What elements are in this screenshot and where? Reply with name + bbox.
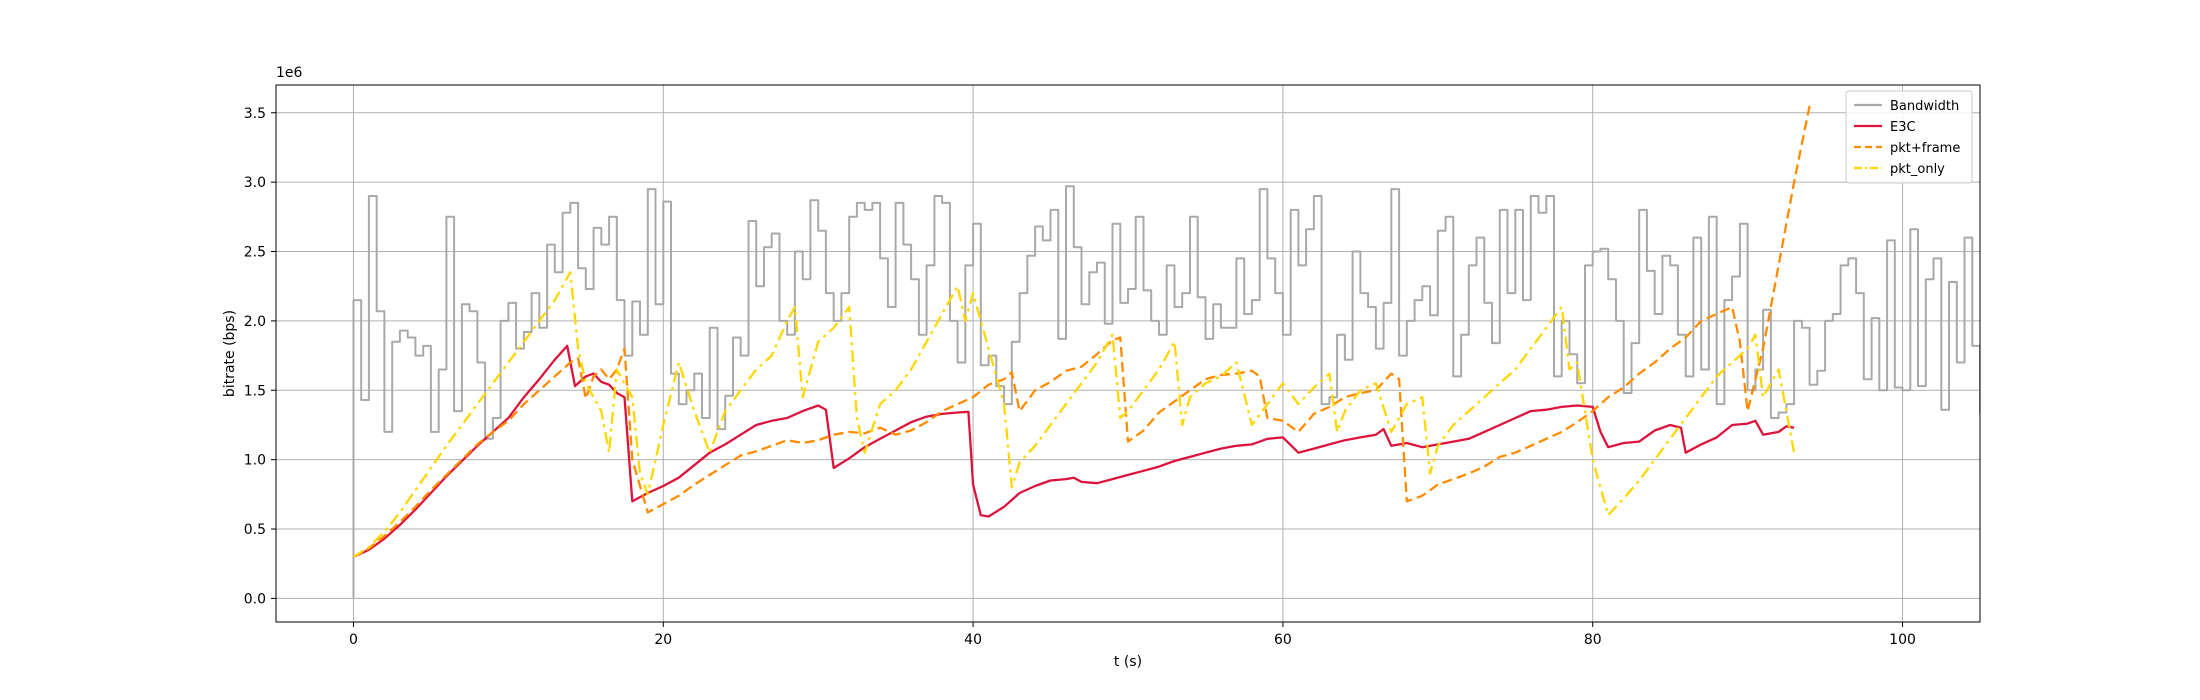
axis-ticks: 0 20 40 60 80 100 0.0 0.5 1.0 1.5 2.0 2.5 3.0 3.5 xyxy=(244,106,1916,648)
legend-label: E3C xyxy=(1890,120,1916,135)
x-tick-label: 40 xyxy=(964,632,982,648)
y-tick-label: 2.5 xyxy=(244,245,266,261)
x-tick-label: 60 xyxy=(1274,632,1292,648)
legend-label: pkt+frame xyxy=(1890,141,1960,156)
x-tick-label: 0 xyxy=(349,632,358,648)
y-tick-label: 0.0 xyxy=(244,591,266,607)
x-axis-label: t (s) xyxy=(1114,654,1142,670)
series-line-e3c xyxy=(353,344,1795,558)
legend-label: Bandwidth xyxy=(1890,99,1959,114)
y-tick-label: 2.0 xyxy=(244,314,266,330)
x-tick-label: 20 xyxy=(654,632,672,648)
y-offset-label: 1e6 xyxy=(276,65,303,81)
series-layer xyxy=(352,105,1980,599)
series-line-pkt-only xyxy=(352,271,1796,558)
y-tick-label: 0.5 xyxy=(244,522,266,538)
y-tick-label: 1.0 xyxy=(244,453,266,469)
legend: Bandwidth E3C pkt+frame pkt_only xyxy=(1845,90,1973,184)
plot-frame xyxy=(275,84,1981,623)
x-tick-label: 80 xyxy=(1584,632,1602,648)
series-line-pkt-frame xyxy=(352,105,1811,558)
legend-label: pkt_only xyxy=(1890,162,1945,177)
y-axis-label: bitrate (bps) xyxy=(222,310,238,397)
x-tick-label: 100 xyxy=(1889,632,1916,648)
series-line-bandwidth xyxy=(352,185,1980,599)
y-tick-label: 1.5 xyxy=(244,383,266,399)
y-tick-label: 3.5 xyxy=(244,106,266,122)
y-tick-label: 3.0 xyxy=(244,175,266,191)
legend-box xyxy=(1845,90,1973,184)
